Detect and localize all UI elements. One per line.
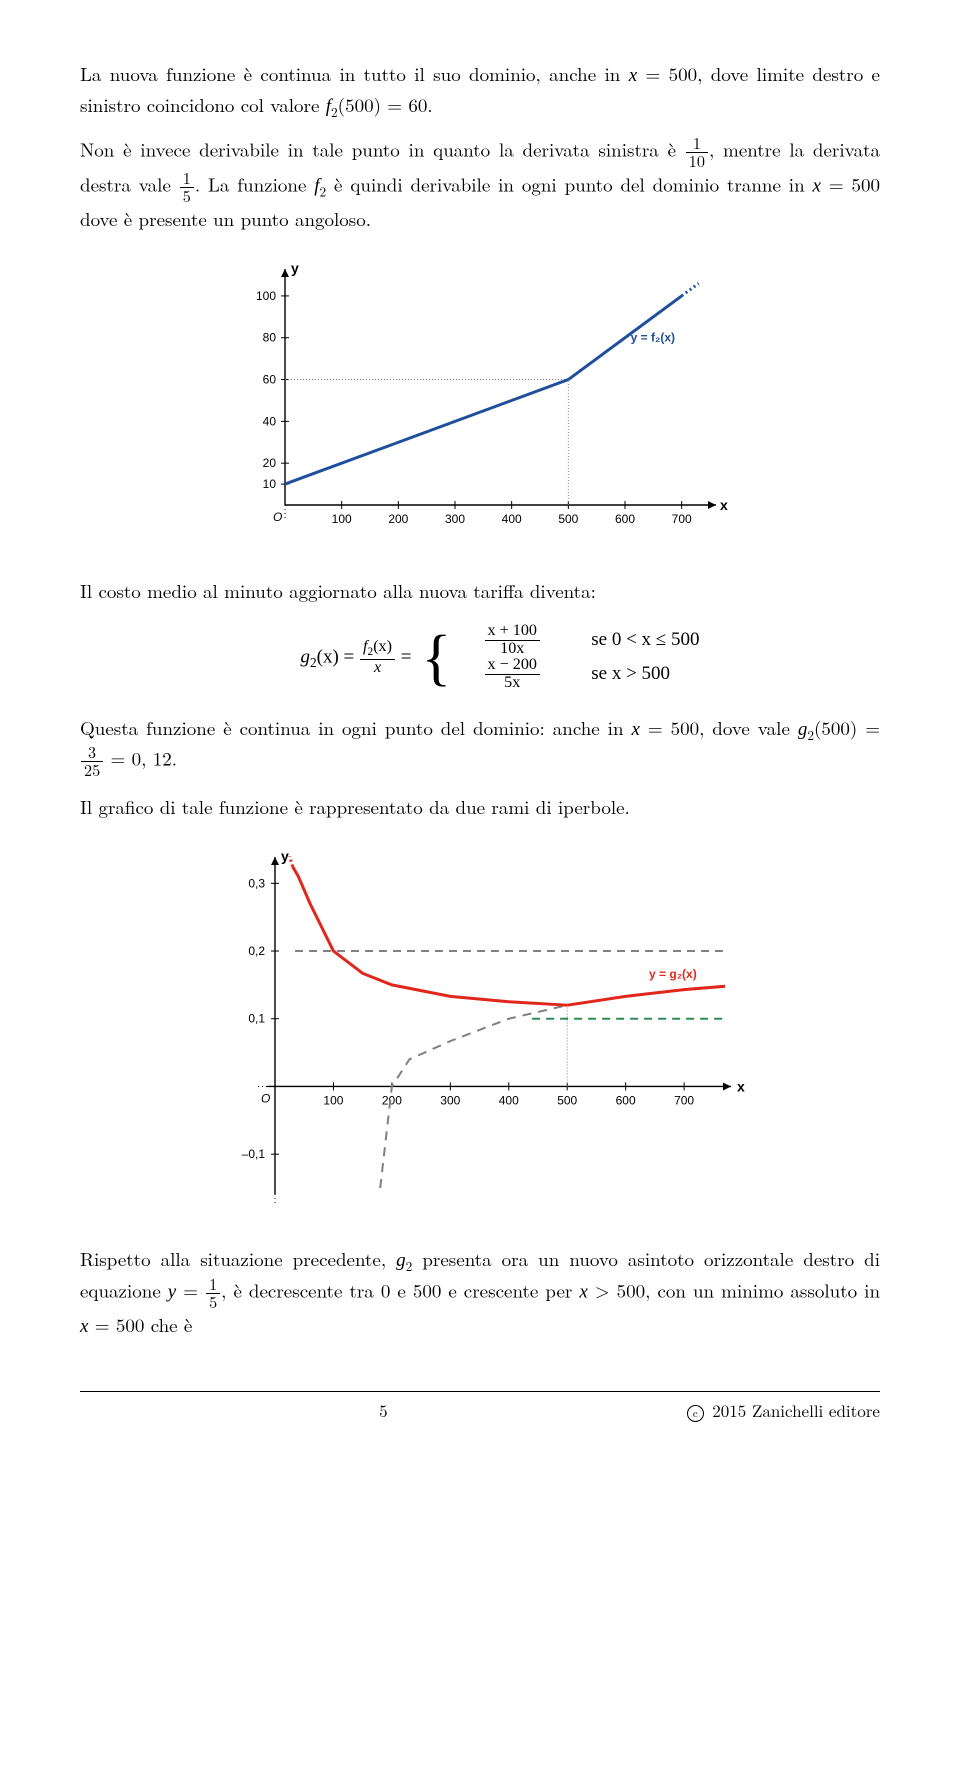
svg-text:y: y: [281, 848, 289, 864]
svg-text:600: 600: [616, 1093, 636, 1107]
svg-text:600: 600: [615, 512, 635, 526]
svg-text:700: 700: [674, 1093, 694, 1107]
chart-f2: 100 200 300 400 500 600 700 10 20 40 60 80 100 Ox y y =…: [80, 260, 880, 548]
svg-text:400: 400: [502, 512, 522, 526]
svg-text:20: 20: [263, 456, 277, 470]
paragraph-4: Questa funzione è continua in ogni punto…: [80, 714, 880, 780]
page-number: 5: [80, 1398, 687, 1424]
equation-g2: g2(x) = f2(x) x = { x + 10010x se 0 < x …: [120, 624, 880, 692]
svg-text:40: 40: [263, 414, 277, 428]
svg-text:y: y: [291, 260, 299, 276]
paragraph-6: Rispetto alla situazione precedente, g2 …: [80, 1245, 880, 1341]
svg-text:0,2: 0,2: [248, 944, 265, 958]
svg-text:10: 10: [263, 477, 277, 491]
svg-text:x: x: [737, 1078, 745, 1094]
svg-text:O: O: [273, 510, 282, 524]
svg-text:100: 100: [256, 288, 276, 302]
svg-text:500: 500: [558, 512, 578, 526]
svg-text:y = f₂(x): y = f₂(x): [631, 330, 675, 344]
page-footer: 5 c 2015 Zanichelli editore: [80, 1391, 880, 1424]
svg-text:200: 200: [382, 1093, 402, 1107]
svg-text:O: O: [261, 1091, 270, 1105]
svg-text:100: 100: [323, 1093, 343, 1107]
paragraph-2: Non è invece derivabile in tale punto in…: [80, 135, 880, 233]
chart-g2: 100 200 300 400 500 600 700 –0,1 0,1 0,2 0,3 Ox y y =…: [80, 848, 880, 1216]
svg-text:0,3: 0,3: [248, 876, 265, 890]
svg-text:500: 500: [557, 1093, 577, 1107]
svg-text:300: 300: [445, 512, 465, 526]
svg-text:300: 300: [440, 1093, 460, 1107]
svg-text:700: 700: [672, 512, 692, 526]
svg-text:x: x: [720, 497, 728, 513]
paragraph-3: Il costo medio al minuto aggiornato alla…: [80, 577, 880, 606]
svg-text:0,1: 0,1: [248, 1011, 265, 1025]
svg-text:100: 100: [332, 512, 352, 526]
svg-text:200: 200: [388, 512, 408, 526]
svg-text:y = g₂(x): y = g₂(x): [649, 967, 697, 981]
svg-text:80: 80: [263, 330, 277, 344]
svg-text:400: 400: [499, 1093, 519, 1107]
svg-text:–0,1: –0,1: [242, 1147, 266, 1161]
paragraph-5: Il grafico di tale funzione è rappresent…: [80, 793, 880, 822]
svg-text:60: 60: [263, 372, 277, 386]
paragraph-1: La nuova funzione è continua in tutto il…: [80, 60, 880, 121]
copyright: c 2015 Zanichelli editore: [687, 1398, 880, 1424]
